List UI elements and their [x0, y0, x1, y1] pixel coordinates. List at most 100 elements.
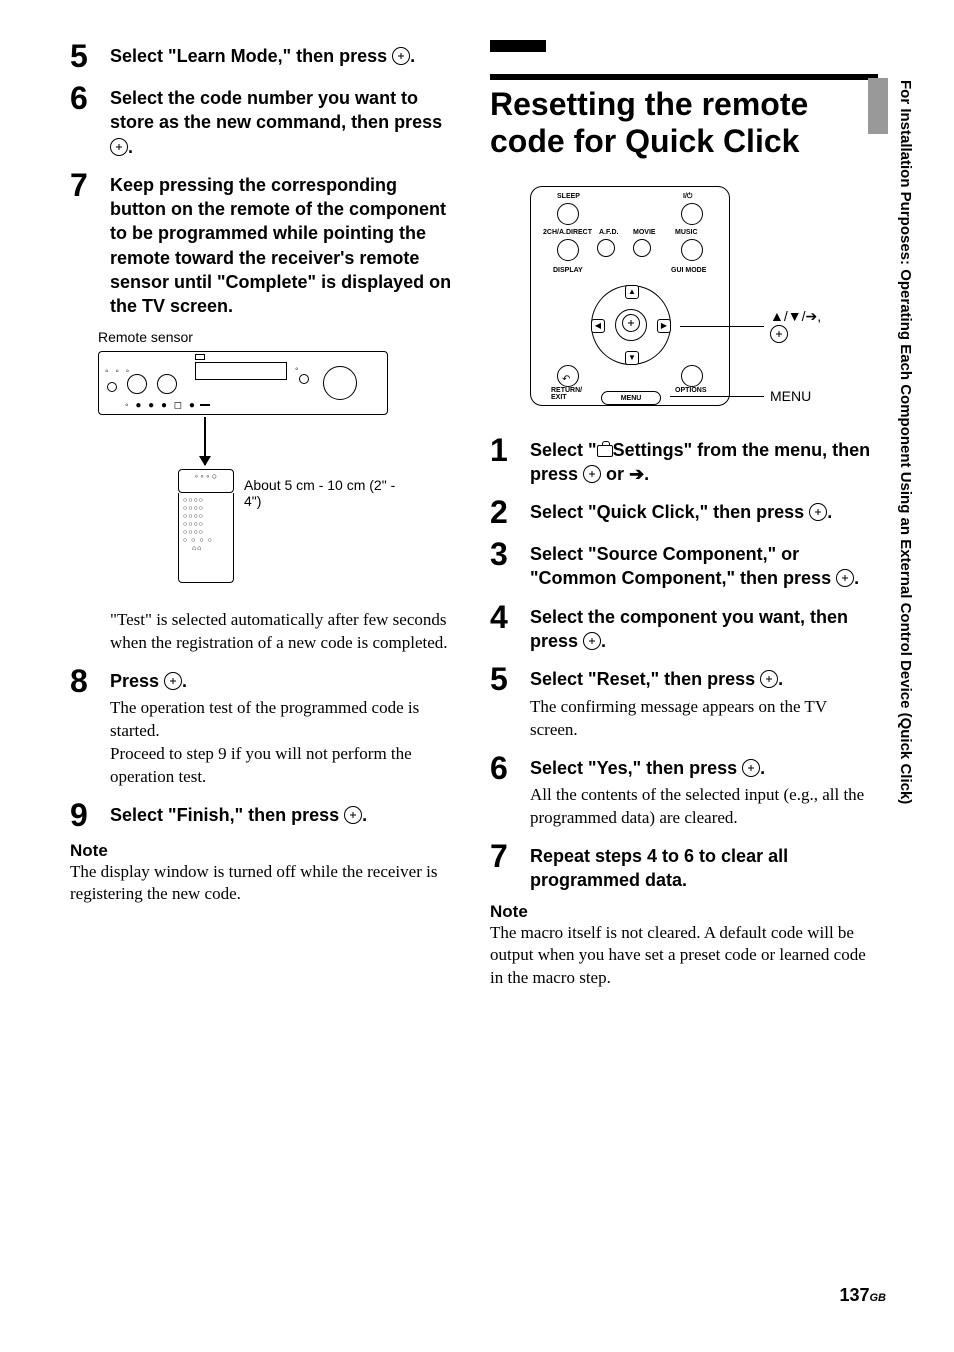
body-text: "Test" is selected automatically after f… — [110, 609, 458, 655]
text: . — [601, 631, 606, 651]
r-step-4: 4 Select the component you want, then pr… — [490, 601, 878, 654]
body-text: All the contents of the selected input (… — [530, 784, 878, 830]
enter-icon — [622, 314, 640, 332]
step-7: 7 Keep pressing the corresponding button… — [70, 169, 458, 319]
remote-diagram: SLEEP I/⏻ 2CH/A.DIRECT A.F.D. MOVIE MUSI… — [530, 186, 840, 416]
text: Select the code number you want to store… — [110, 88, 442, 132]
dpad-right: ▶ — [657, 319, 671, 333]
step-title: Select "Finish," then press . — [110, 803, 458, 827]
page-region: GB — [870, 1292, 887, 1304]
r-step-1: 1 Select "Settings" from the menu, then … — [490, 434, 878, 487]
text: . — [362, 805, 367, 825]
label-options: OPTIONS — [675, 387, 707, 394]
label-gui: GUI MODE — [671, 267, 706, 274]
r-step-5: 5 Select "Reset," then press . The confi… — [490, 663, 878, 741]
step-number: 6 — [70, 82, 96, 159]
step-number: 5 — [70, 40, 96, 72]
step-title: Select "Source Component," or "Common Co… — [530, 542, 878, 591]
enter-icon — [583, 632, 601, 650]
enter-icon — [760, 670, 778, 688]
r-step-3: 3 Select "Source Component," or "Common … — [490, 538, 878, 591]
side-tab-block — [868, 78, 888, 134]
step-title: Select the component you want, then pres… — [530, 605, 878, 654]
page-number: 137GB — [839, 1285, 886, 1306]
body-text: The confirming message appears on the TV… — [530, 696, 878, 742]
btn-direct — [557, 239, 579, 261]
step-number: 4 — [490, 601, 516, 654]
step-title: Select "Learn Mode," then press . — [110, 44, 458, 68]
step-title: Repeat steps 4 to 6 to clear all program… — [530, 844, 878, 893]
btn-movie — [633, 239, 651, 257]
text: ▲/▼/➔, — [770, 308, 821, 324]
btn-sleep — [557, 203, 579, 225]
step-title: Press . — [110, 669, 458, 693]
step-title: Select the code number you want to store… — [110, 86, 458, 159]
step-8: 8 Press . The operation test of the prog… — [70, 665, 458, 789]
right-arrow-icon: ➔ — [629, 464, 644, 484]
note-heading: Note — [490, 902, 878, 922]
step-title: Select "Quick Click," then press . — [530, 500, 878, 524]
step-title: Keep pressing the corresponding button o… — [110, 173, 458, 319]
enter-icon — [344, 806, 362, 824]
dpad-down: ▼ — [625, 351, 639, 365]
text: Select "Quick Click," then press — [530, 502, 809, 522]
text: Select "Source Component," or "Common Co… — [530, 544, 836, 588]
text: . — [128, 137, 133, 157]
step-number: 3 — [490, 538, 516, 591]
step-6: 6 Select the code number you want to sto… — [70, 82, 458, 159]
recv-sensor-mark — [195, 354, 205, 360]
step-7-post-text: "Test" is selected automatically after f… — [70, 601, 458, 655]
text: Select "Learn Mode," then press — [110, 46, 392, 66]
text: . — [778, 669, 783, 689]
btn-music — [681, 239, 703, 261]
right-column: Resetting the remote code for Quick Clic… — [490, 40, 904, 989]
recv-dot — [107, 382, 117, 392]
btn-menu: MENU — [601, 391, 661, 405]
step-number: 7 — [490, 840, 516, 893]
settings-icon — [597, 445, 613, 457]
step-number: 6 — [490, 752, 516, 830]
diagram-arrow-top — [200, 404, 210, 406]
r-step-7: 7 Repeat steps 4 to 6 to clear all progr… — [490, 840, 878, 893]
spacer — [70, 601, 96, 655]
enter-icon — [392, 47, 410, 65]
dpad-ring: ▲ ▼ ◀ ▶ — [591, 285, 671, 365]
distance-caption: About 5 cm - 10 cm (2" - 4") — [244, 477, 408, 509]
recv-knob — [127, 374, 147, 394]
recv-volume-knob — [323, 366, 357, 400]
side-tab-text: For Installation Purposes: Operating Eac… — [892, 80, 914, 1070]
remote-body: ○○○○○○○○○○○○○○○○○○○○○ ○ ○ ○ ⌂⌂ — [178, 493, 234, 583]
label-power: I/⏻ — [683, 193, 692, 201]
enter-icon — [809, 503, 827, 521]
callout-menu: MENU — [770, 388, 811, 404]
enter-icon — [836, 569, 854, 587]
callout-arrows: ▲/▼/➔, — [770, 308, 821, 343]
text: . — [410, 46, 415, 66]
dpad-up: ▲ — [625, 285, 639, 299]
text: or — [601, 464, 629, 484]
dpad-left: ◀ — [591, 319, 605, 333]
text: . — [760, 758, 765, 778]
btn-afd — [597, 239, 615, 257]
body-text: The operation test of the programmed cod… — [110, 697, 458, 789]
callout-line-arrows — [680, 326, 764, 327]
text: . — [854, 568, 859, 588]
receiver-outline: ◦ ◦ ◦ ◦ ● ● ● ◻ ● ◦ — [98, 351, 388, 415]
remote-top: ◦ ◦ ◦ ○ — [178, 469, 234, 493]
section-heading: Resetting the remote code for Quick Clic… — [490, 74, 878, 160]
note-body: The macro itself is not cleared. A defau… — [490, 922, 878, 988]
label-sleep: SLEEP — [557, 193, 580, 200]
diagram-arrow — [204, 417, 206, 465]
receiver-diagram: Remote sensor ◦ ◦ ◦ ◦ ● ● ● ◻ ● ◦ ◦ ◦ ◦ … — [98, 329, 408, 589]
remote-outline: SLEEP I/⏻ 2CH/A.DIRECT A.F.D. MOVIE MUSI… — [530, 186, 730, 406]
recv-display — [195, 362, 287, 380]
step-title: Select "Settings" from the menu, then pr… — [530, 438, 878, 487]
recv-marks: ◦ — [295, 364, 301, 375]
text: Select "Reset," then press — [530, 669, 760, 689]
label-afd: A.F.D. — [599, 229, 618, 236]
label-display: DISPLAY — [553, 267, 583, 274]
label-return: RETURN/ EXIT — [551, 387, 582, 401]
text: Select " — [530, 440, 597, 460]
enter-icon — [770, 325, 788, 343]
enter-icon — [164, 672, 182, 690]
